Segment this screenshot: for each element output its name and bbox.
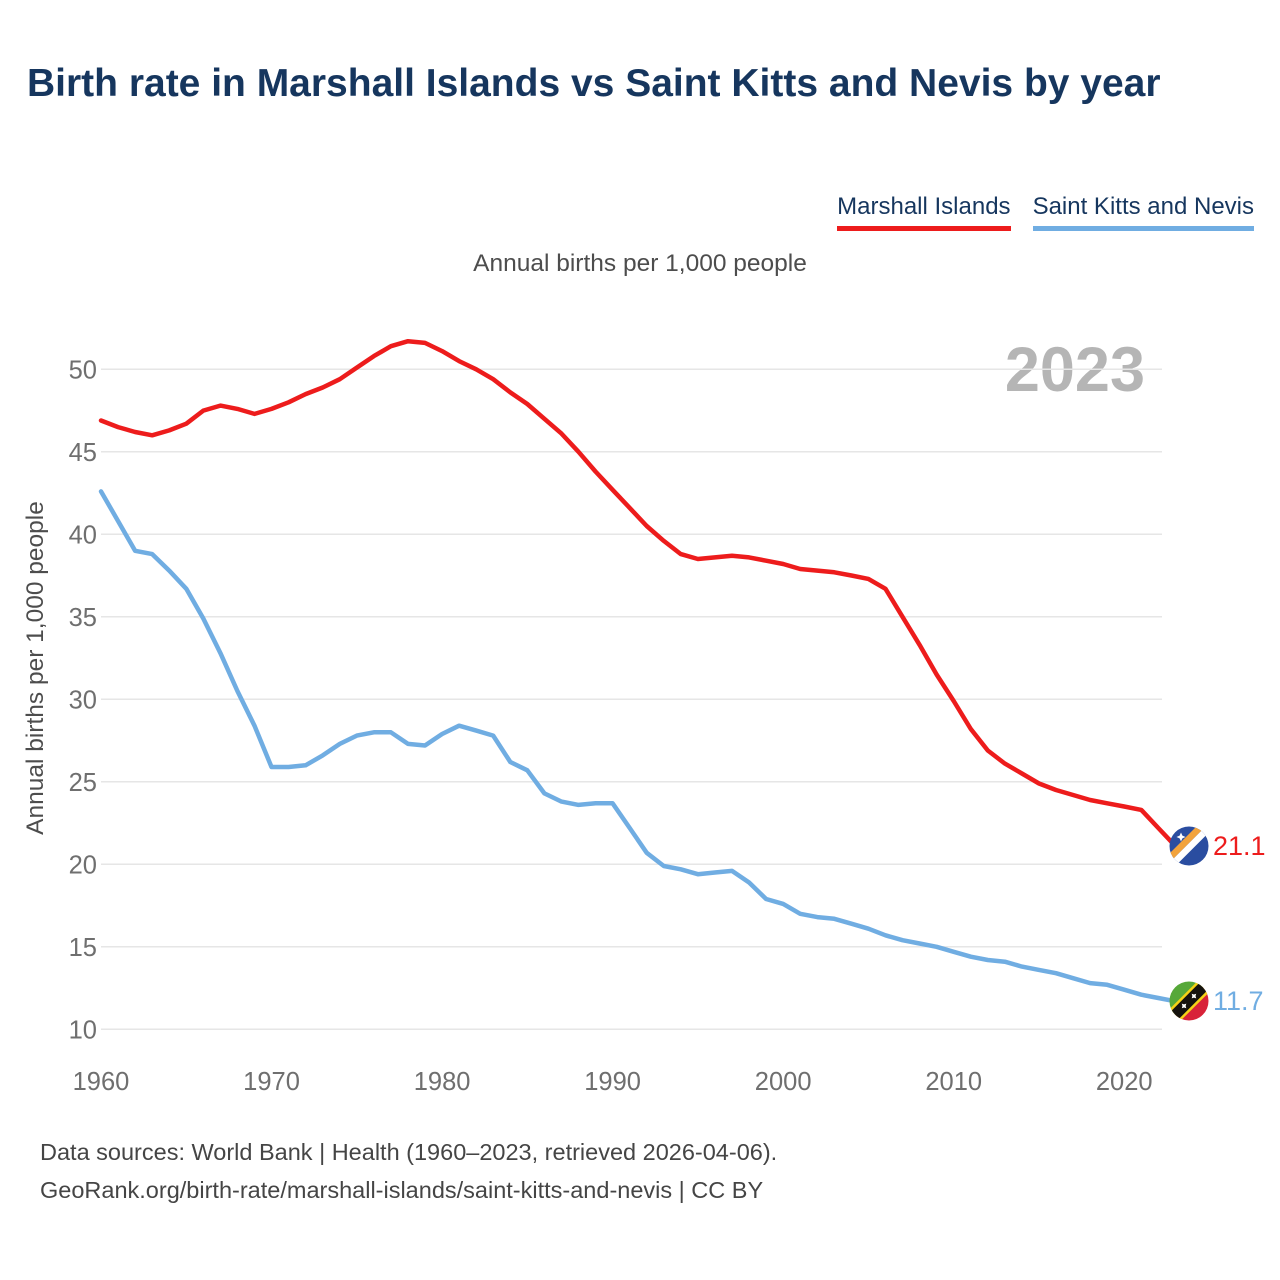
- y-tick-20: 20: [69, 851, 97, 879]
- legend-item-saint-kitts-and-nevis[interactable]: Saint Kitts and Nevis: [1032, 193, 1254, 231]
- y-axis-title: Annual births per 1,000 people: [22, 501, 49, 835]
- x-tick-labels: 1960 1970 1980 1990 2000 2010 2020: [73, 1068, 1153, 1096]
- x-tick-1970: 1970: [243, 1068, 300, 1096]
- footer: Data sources: World Bank | Health (1960–…: [40, 1133, 777, 1209]
- y-tick-40: 40: [69, 521, 97, 549]
- y-tick-25: 25: [69, 769, 97, 797]
- chart-subtitle: Annual births per 1,000 people: [473, 250, 807, 277]
- x-tick-1960: 1960: [73, 1068, 130, 1096]
- y-tick-15: 15: [69, 934, 97, 962]
- series-lines: [98, 338, 1178, 1004]
- y-tick-labels: 10 15 20 25 30 35 40 45 50: [69, 356, 97, 1044]
- line-saint-kitts-and-nevis: [98, 489, 1178, 1004]
- end-value-saint-kitts-nevis: 11.7: [1213, 986, 1264, 1016]
- x-tick-2000: 2000: [755, 1068, 812, 1096]
- x-tick-1990: 1990: [584, 1068, 641, 1096]
- saint-kitts-nevis-flag-icon: [1169, 981, 1209, 1021]
- marshall-islands-flag-icon: [1169, 826, 1209, 866]
- page-title: Birth rate in Marshall Islands vs Saint …: [27, 62, 1161, 105]
- line-marshall-islands: [98, 338, 1178, 849]
- x-tick-1980: 1980: [414, 1068, 471, 1096]
- footer-data-sources: Data sources: World Bank | Health (1960–…: [40, 1139, 778, 1165]
- end-value-marshall-islands: 21.1: [1213, 831, 1266, 861]
- y-tick-45: 45: [69, 439, 97, 467]
- x-tick-2020: 2020: [1096, 1068, 1153, 1096]
- legend: Marshall Islands Saint Kitts and Nevis: [837, 193, 1254, 231]
- gridlines: [101, 368, 1162, 1031]
- x-tick-2010: 2010: [925, 1068, 982, 1096]
- footer-attribution-url: GeoRank.org/birth-rate/marshall-islands/…: [40, 1177, 764, 1204]
- legend-item-marshall-islands[interactable]: Marshall Islands: [837, 193, 1011, 231]
- y-tick-50: 50: [69, 356, 97, 384]
- y-tick-30: 30: [69, 686, 97, 714]
- y-tick-10: 10: [69, 1016, 97, 1044]
- y-tick-35: 35: [69, 604, 97, 632]
